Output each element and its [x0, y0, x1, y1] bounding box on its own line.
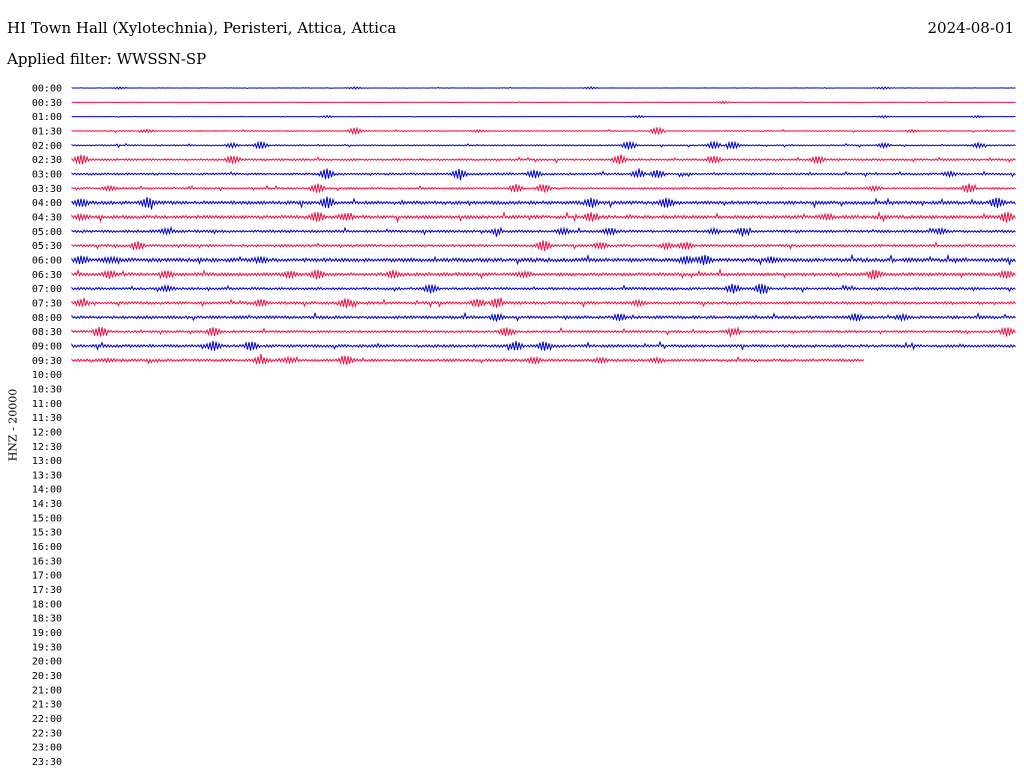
- row-time-label: 14:30: [32, 499, 62, 510]
- row-time-label: 15:00: [32, 513, 62, 524]
- row-time-label: 02:00: [32, 141, 62, 152]
- row-time-label: 15:30: [32, 528, 62, 539]
- seismic-trace: [71, 340, 1016, 352]
- row-time-label: 08:00: [32, 313, 62, 324]
- seismic-trace: [71, 353, 865, 366]
- row-time-label: 17:00: [32, 571, 62, 582]
- row-time-label: 06:00: [32, 255, 62, 266]
- seismic-trace: [71, 140, 1016, 151]
- row-time-label: 10:00: [32, 370, 62, 381]
- row-time-label: 09:00: [32, 341, 62, 352]
- seismic-trace: [71, 253, 1016, 266]
- row-time-label: 11:30: [32, 413, 62, 424]
- row-time-label: 20:00: [32, 657, 62, 668]
- row-time-label: 19:00: [32, 628, 62, 639]
- row-time-label: 01:00: [32, 112, 62, 123]
- seismic-trace: [71, 100, 1016, 105]
- row-time-label: 03:30: [32, 184, 62, 195]
- row-time-label: 04:00: [32, 198, 62, 209]
- seismic-trace: [71, 114, 1016, 119]
- row-time-label: 19:30: [32, 642, 62, 653]
- row-time-label: 12:30: [32, 442, 62, 453]
- row-time-label: 07:00: [32, 284, 62, 295]
- row-time-label: 03:00: [32, 169, 62, 180]
- row-time-label: 01:30: [32, 126, 62, 137]
- row-time-label: 02:30: [32, 155, 62, 166]
- row-time-label: 21:30: [32, 700, 62, 711]
- row-time-label: 23:30: [32, 757, 62, 768]
- row-time-label: 10:30: [32, 384, 62, 395]
- row-time-label: 11:00: [32, 399, 62, 410]
- row-time-label: 22:00: [32, 714, 62, 725]
- row-time-label: 21:00: [32, 685, 62, 696]
- row-time-label: 00:30: [32, 98, 62, 109]
- row-time-label: 09:30: [32, 356, 62, 367]
- row-time-label: 05:30: [32, 241, 62, 252]
- seismic-trace: [71, 326, 1016, 337]
- row-time-label: 13:00: [32, 456, 62, 467]
- row-time-label: 20:30: [32, 671, 62, 682]
- row-time-label: 17:30: [32, 585, 62, 596]
- row-time-label: 07:30: [32, 298, 62, 309]
- seismic-trace: [71, 154, 1016, 165]
- seismic-trace: [71, 86, 1016, 91]
- row-time-label: 16:30: [32, 556, 62, 567]
- seismic-trace: [71, 311, 1016, 323]
- seismic-trace: [71, 126, 1016, 136]
- seismic-trace: [71, 183, 1016, 193]
- station-title: HI Town Hall (Xylotechnia), Peristeri, A…: [7, 19, 397, 37]
- filter-label: Applied filter: WWSSN-SP: [7, 50, 207, 68]
- seismic-trace: [71, 283, 1016, 294]
- row-time-label: 05:00: [32, 227, 62, 238]
- seismic-trace: [71, 196, 1016, 210]
- seismic-trace: [71, 268, 1016, 280]
- seismic-trace: [71, 168, 1016, 181]
- row-time-label: 00:00: [32, 84, 62, 95]
- seismic-trace: [71, 240, 1016, 251]
- row-time-label: 16:00: [32, 542, 62, 553]
- record-date: 2024-08-01: [927, 19, 1014, 37]
- row-time-label: 06:30: [32, 270, 62, 281]
- seismic-trace: [71, 297, 1016, 309]
- row-time-label: 08:30: [32, 327, 62, 338]
- row-time-label: 04:30: [32, 212, 62, 223]
- seismic-trace: [71, 210, 1016, 224]
- trace-rows: 00:00 00:30 01:00 01:30 02:00 02:30 03:00 03:30…: [32, 84, 1016, 768]
- row-time-label: 18:30: [32, 614, 62, 625]
- row-time-label: 18:00: [32, 599, 62, 610]
- row-time-label: 13:30: [32, 470, 62, 481]
- row-time-label: 23:00: [32, 743, 62, 754]
- row-time-label: 22:30: [32, 728, 62, 739]
- row-time-label: 14:00: [32, 485, 62, 496]
- row-time-label: 12:00: [32, 427, 62, 438]
- seismic-trace: [71, 225, 1016, 237]
